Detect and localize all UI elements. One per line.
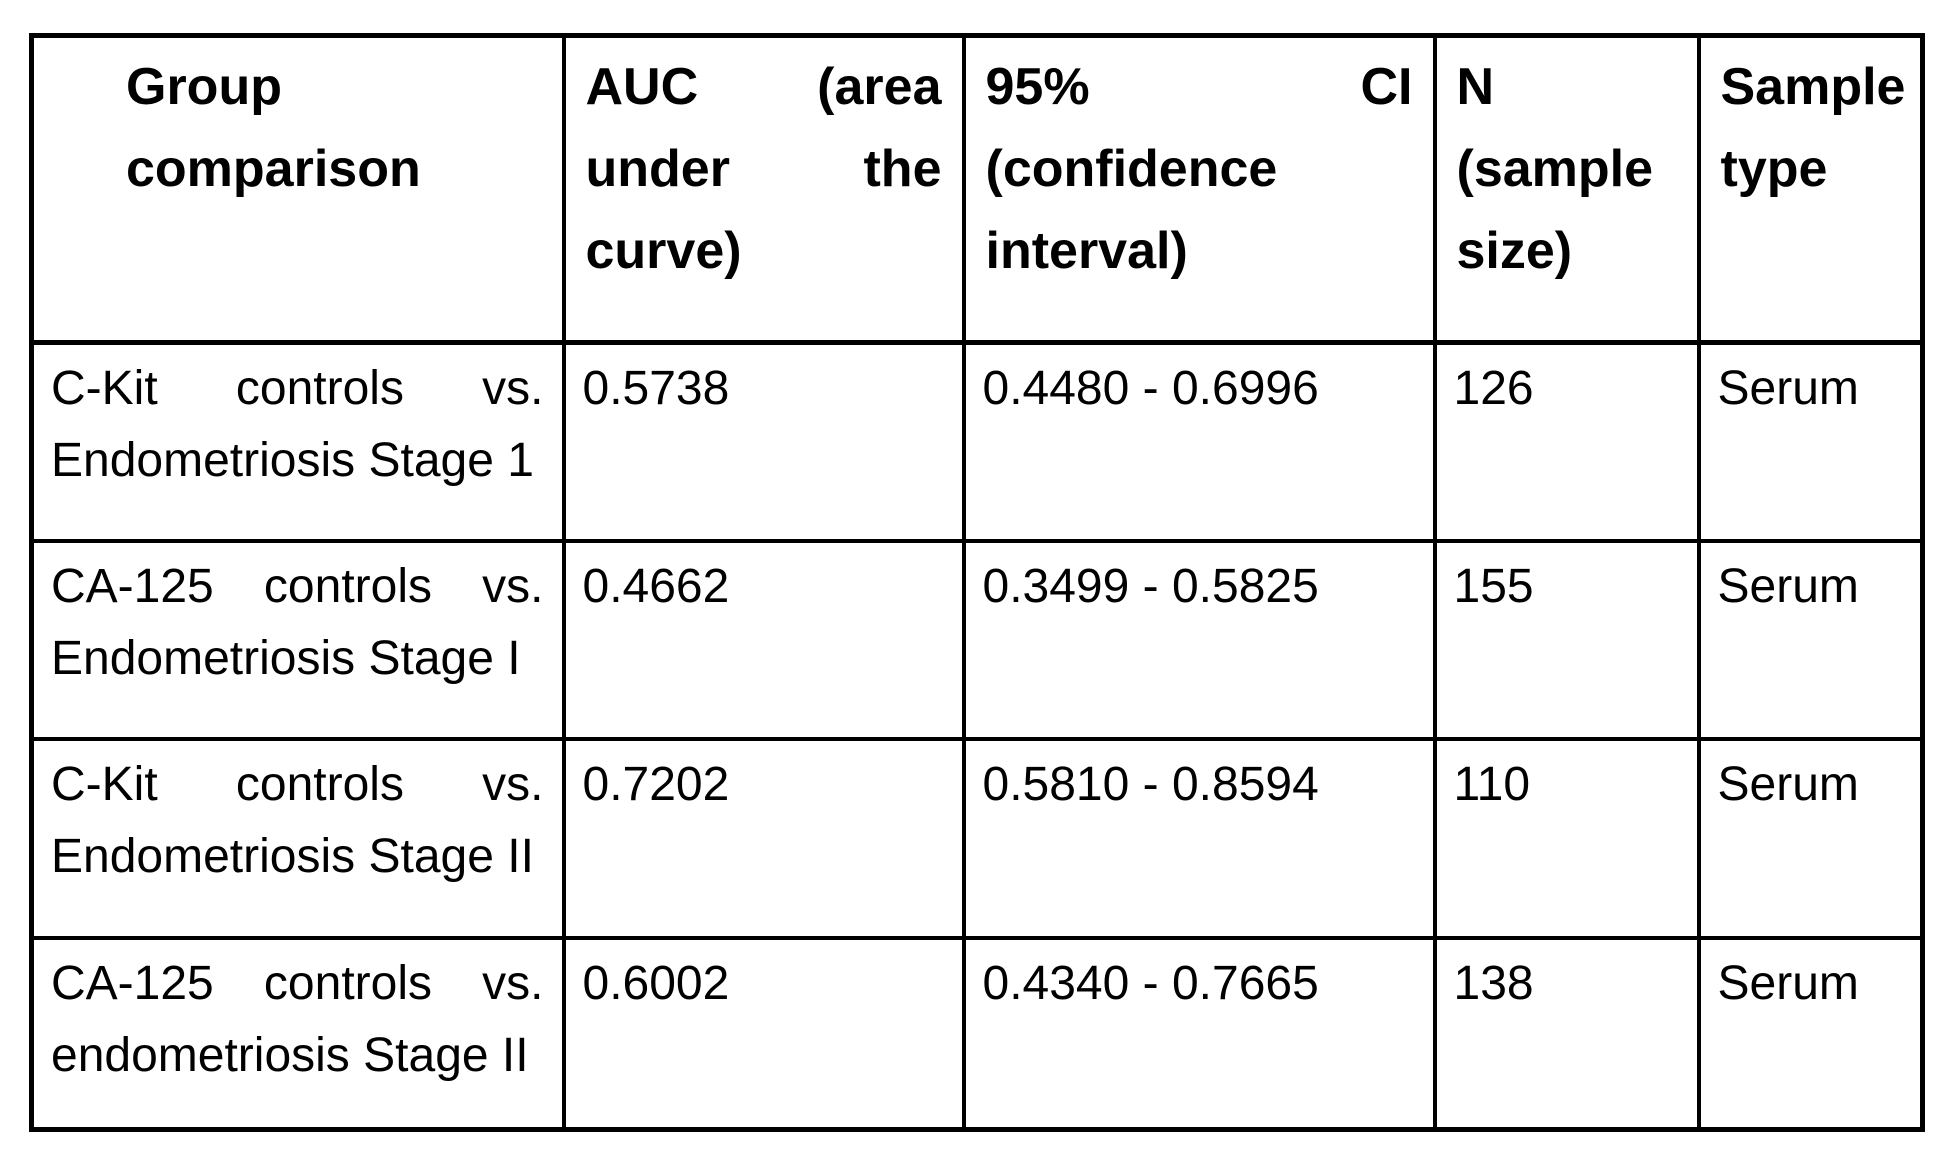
cell-ci: 0.4480 - 0.6996 — [961, 340, 1437, 543]
cell-auc: 0.5738 — [561, 340, 966, 543]
results-table: Group comparison AUC (area under the cur… — [29, 33, 1925, 1132]
table-header-row: Group comparison AUC (area under the cur… — [29, 33, 1925, 345]
cell-auc: 0.6002 — [561, 935, 966, 1132]
cell-n: 126 — [1432, 340, 1701, 543]
cell-sample-type: Serum — [1696, 935, 1925, 1132]
cell-n: 110 — [1432, 736, 1701, 940]
table-row: CA-125 controls vs. Endometriosis Stage … — [29, 538, 1925, 741]
cell-sample-type: Serum — [1696, 538, 1925, 741]
column-header-n-sample-size: N (sample size) — [1432, 33, 1701, 345]
cell-group-comparison: C-Kit controls vs. Endometriosis Stage 1 — [29, 340, 566, 543]
column-header-95-ci: 95% CI (confidence interval) — [961, 33, 1437, 345]
cell-n: 138 — [1432, 935, 1701, 1132]
cell-sample-type: Serum — [1696, 736, 1925, 940]
column-header-sample-type: Sample type — [1696, 33, 1925, 345]
table-row: C-Kit controls vs. Endometriosis Stage I… — [29, 736, 1925, 940]
cell-ci: 0.5810 - 0.8594 — [961, 736, 1437, 940]
table-row: CA-125 controls vs. endometriosis Stage … — [29, 935, 1925, 1132]
cell-n: 155 — [1432, 538, 1701, 741]
cell-auc: 0.4662 — [561, 538, 966, 741]
column-header-auc: AUC (area under the curve) — [561, 33, 966, 345]
column-header-group-comparison: Group comparison — [29, 33, 566, 345]
cell-group-comparison: CA-125 controls vs. Endometriosis Stage … — [29, 538, 566, 741]
cell-sample-type: Serum — [1696, 340, 1925, 543]
results-table-container: Group comparison AUC (area under the cur… — [29, 33, 1925, 1132]
cell-ci: 0.3499 - 0.5825 — [961, 538, 1437, 741]
cell-auc: 0.7202 — [561, 736, 966, 940]
table-row: C-Kit controls vs. Endometriosis Stage 1… — [29, 340, 1925, 543]
cell-ci: 0.4340 - 0.7665 — [961, 935, 1437, 1132]
cell-group-comparison: C-Kit controls vs. Endometriosis Stage I… — [29, 736, 566, 940]
cell-group-comparison: CA-125 controls vs. endometriosis Stage … — [29, 935, 566, 1132]
